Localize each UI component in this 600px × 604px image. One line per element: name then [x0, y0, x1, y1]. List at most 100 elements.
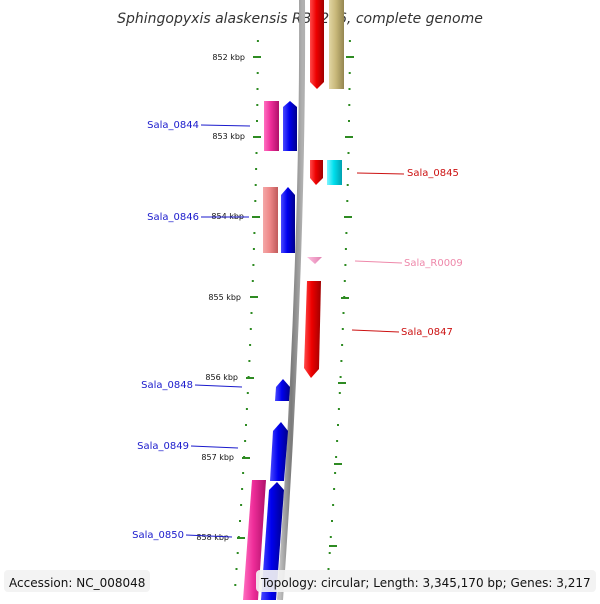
- tick-label-856: 856 kbp: [205, 373, 238, 382]
- forward-strand-features: [243, 101, 297, 600]
- gene-arrow-sala-0846-blue[interactable]: [281, 187, 295, 253]
- scale-dot: [256, 40, 259, 42]
- gene-arrow-sala-0849[interactable]: [270, 422, 288, 481]
- gene-block-sala-0844-pink[interactable]: [264, 101, 279, 151]
- scale-dot: [241, 488, 244, 490]
- gene-label-sala-0850[interactable]: Sala_0850: [132, 530, 184, 541]
- tick-label-852: 852 kbp: [212, 53, 245, 62]
- scale-dot: [256, 88, 259, 90]
- scale-dot: [256, 104, 259, 106]
- scale-dot: [252, 248, 255, 250]
- tick-mark: [329, 545, 337, 547]
- gene-arrow-reverse-top-red[interactable]: [310, 0, 324, 89]
- scale-dot: [337, 424, 339, 426]
- scale-dot: [344, 264, 347, 266]
- gene-label-sala-0846[interactable]: Sala_0846: [147, 212, 199, 223]
- gene-label-sala-r0009[interactable]: Sala_R0009: [404, 258, 463, 269]
- scale-dot: [342, 312, 345, 314]
- scale-dot: [240, 504, 243, 506]
- scale-dot: [255, 152, 258, 154]
- gene-arrow-sala-0848[interactable]: [275, 379, 290, 401]
- scale-dot: [337, 408, 340, 410]
- reverse-strand-features: [304, 0, 344, 378]
- tick-label-855: 855 kbp: [208, 293, 241, 302]
- scale-dot: [254, 200, 257, 202]
- scale-dot: [344, 248, 347, 250]
- scale-dot: [335, 456, 338, 458]
- scale-dot: [235, 568, 238, 570]
- tick-marks: [237, 56, 354, 547]
- footer-summary: Topology: circular; Length: 3,345,170 bp…: [260, 576, 591, 590]
- scale-dot: [242, 472, 245, 474]
- scale-dot: [347, 168, 350, 170]
- gene-label-sala-0845[interactable]: Sala_0845: [407, 168, 459, 179]
- scale-dot: [254, 184, 257, 186]
- scale-dot: [345, 232, 348, 234]
- gene-arrow-sala-r0009[interactable]: [307, 257, 322, 264]
- gene-block-sala-0846-salmon[interactable]: [263, 187, 278, 253]
- gene-label-sala-0849[interactable]: Sala_0849: [137, 441, 189, 452]
- scale-dot: [255, 168, 258, 170]
- scale-dot: [250, 312, 253, 314]
- scale-dot: [248, 360, 251, 362]
- gene-block-sala-0845-cyan[interactable]: [327, 160, 342, 185]
- scale-dot: [251, 280, 254, 282]
- scale-dot: [244, 440, 247, 442]
- scale-dot: [246, 392, 249, 394]
- tick-mark: [341, 297, 349, 299]
- tick-label-857: 857 kbp: [201, 453, 234, 462]
- footer-summary-bg: [256, 570, 596, 592]
- gene-block-reverse-top-khaki[interactable]: [329, 0, 344, 89]
- scale-dot: [347, 152, 350, 154]
- scale-dot: [234, 584, 237, 586]
- gene-label-sala-0848[interactable]: Sala_0848: [141, 380, 193, 391]
- tick-mark: [246, 377, 254, 379]
- scale-dot: [348, 40, 351, 42]
- scale-dot: [249, 344, 252, 346]
- tick-labels: 852 kbp 853 kbp 854 kbp 855 kbp 856 kbp …: [196, 53, 245, 542]
- leader-line-sala-0844: [200, 124, 251, 127]
- scale-dot: [340, 360, 343, 362]
- gene-labels: Sala_0844 Sala_0845 Sala_0846 Sala_R0009…: [132, 120, 463, 541]
- scale-dot: [341, 344, 344, 346]
- tick-label-858: 858 kbp: [196, 533, 229, 542]
- scale-dot: [239, 520, 241, 522]
- genome-backbone: [277, 0, 306, 601]
- tick-mark: [346, 56, 354, 58]
- scale-dot: [256, 120, 258, 122]
- scale-dot: [336, 440, 339, 442]
- leader-line-sala-0847: [351, 329, 400, 333]
- scale-dot: [348, 120, 350, 122]
- scale-dot: [236, 552, 239, 554]
- tick-mark: [345, 136, 353, 138]
- scale-dot: [343, 280, 346, 282]
- scale-dot: [245, 424, 247, 426]
- scale-dot: [348, 88, 351, 90]
- tick-mark: [338, 382, 346, 384]
- scale-dot: [327, 568, 330, 570]
- leader-line-sala-0850: [185, 534, 233, 538]
- gene-arrow-sala-0844-blue[interactable]: [283, 101, 297, 151]
- scale-dot: [331, 520, 333, 522]
- tick-mark: [334, 463, 342, 465]
- scale-dot: [346, 184, 349, 186]
- scale-dot: [346, 200, 349, 202]
- gene-arrow-sala-0845-red[interactable]: [310, 160, 323, 185]
- gene-block-sala-0850-pink[interactable]: [243, 480, 266, 600]
- scale-dot: [341, 328, 344, 330]
- gene-label-sala-0844[interactable]: Sala_0844: [147, 120, 199, 131]
- footer-accession-bg: [4, 570, 150, 592]
- scale-dot: [338, 392, 341, 394]
- tick-mark: [253, 56, 261, 58]
- gene-label-sala-0847[interactable]: Sala_0847: [401, 327, 453, 338]
- tick-mark: [252, 216, 260, 218]
- tick-label-853: 853 kbp: [212, 132, 245, 141]
- tick-mark: [237, 537, 245, 539]
- scale-dot: [334, 472, 337, 474]
- footer-accession: Accession: NC_008048: [9, 576, 145, 590]
- tick-mark: [344, 216, 352, 218]
- scale-dot: [348, 72, 351, 74]
- gene-arrow-sala-0847[interactable]: [304, 281, 321, 378]
